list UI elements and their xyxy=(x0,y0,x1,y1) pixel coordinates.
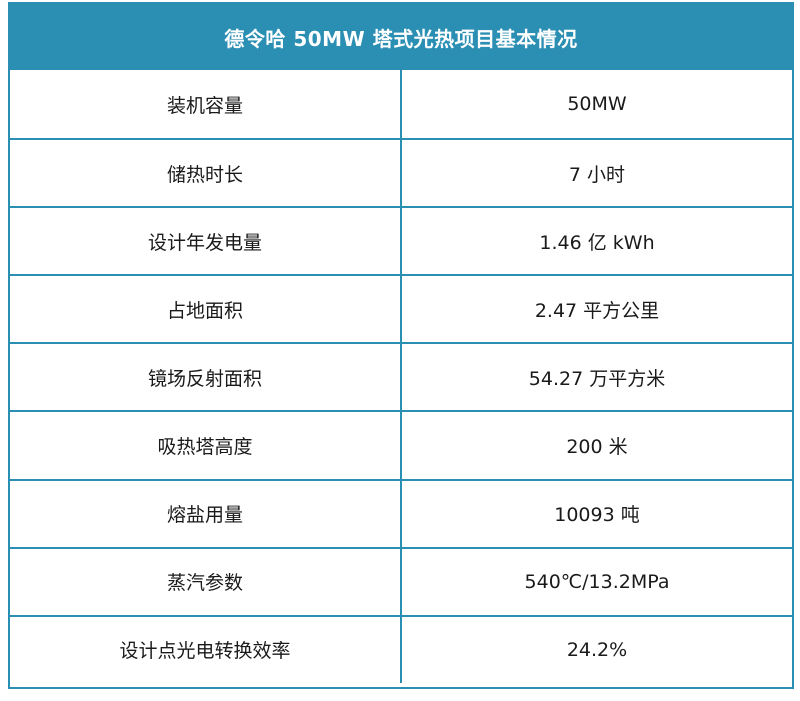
row-value: 2.47 平方公里 xyxy=(534,299,660,322)
row-value: 540℃/13.2MPa xyxy=(524,570,670,593)
row-label: 装机容量 xyxy=(10,70,402,139)
row-label: 储热时长 xyxy=(10,140,402,207)
row-value: 7 小时 xyxy=(568,163,626,186)
table-row: 设计点光电转换效率 24.2% xyxy=(10,614,792,683)
row-value: 1.46 亿 kWh xyxy=(539,231,655,254)
table-row: 储热时长 7 小时 xyxy=(10,138,792,207)
row-label: 吸热塔高度 xyxy=(10,412,402,479)
table-title: 德令哈 50MW 塔式光热项目基本情况 xyxy=(10,4,792,70)
table-row: 蒸汽参数 540℃/13.2MPa xyxy=(10,546,792,615)
row-value: 24.2% xyxy=(566,638,628,661)
project-info-table: 德令哈 50MW 塔式光热项目基本情况 装机容量 50MW 储热时长 7 小时 … xyxy=(8,2,794,689)
row-label: 熔盐用量 xyxy=(10,480,402,547)
table-row: 镜场反射面积 54.27 万平方米 xyxy=(10,342,792,411)
table-row: 装机容量 50MW xyxy=(10,70,792,139)
row-label: 设计点光电转换效率 xyxy=(10,616,402,683)
row-label: 镜场反射面积 xyxy=(10,344,402,411)
table-body: 装机容量 50MW 储热时长 7 小时 设计年发电量 1.46 亿 kWh 占地… xyxy=(10,70,792,683)
row-label: 设计年发电量 xyxy=(10,208,402,275)
row-value: 200 米 xyxy=(566,436,628,459)
row-label: 蒸汽参数 xyxy=(10,548,402,615)
row-value: 10093 吨 xyxy=(554,504,640,527)
row-label: 占地面积 xyxy=(10,276,402,343)
table-row: 设计年发电量 1.46 亿 kWh xyxy=(10,206,792,275)
row-value: 50MW xyxy=(567,93,627,116)
table-row: 熔盐用量 10093 吨 xyxy=(10,478,792,547)
table-row: 占地面积 2.47 平方公里 xyxy=(10,274,792,343)
table-row: 吸热塔高度 200 米 xyxy=(10,410,792,479)
row-value: 54.27 万平方米 xyxy=(528,367,666,390)
